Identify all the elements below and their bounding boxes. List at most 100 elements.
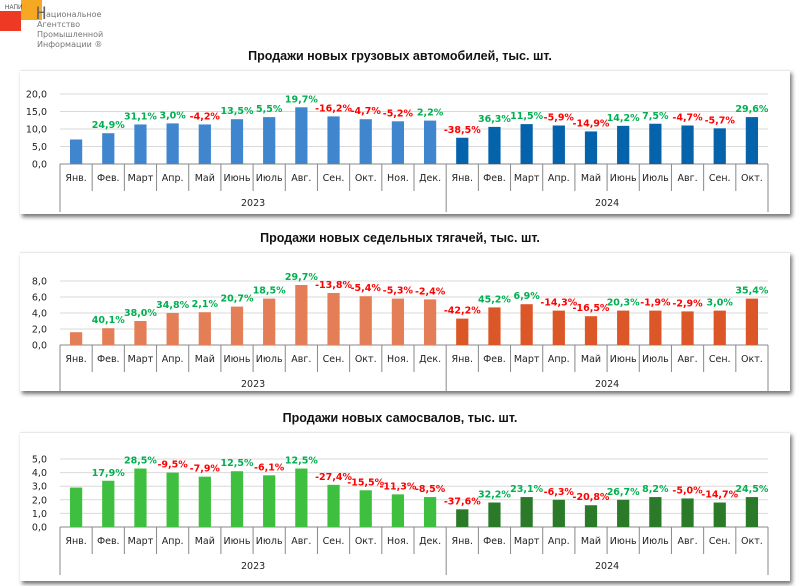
logo-name-line: Информации ®	[37, 40, 103, 49]
data-label: 12,5%	[221, 458, 254, 469]
data-label: -15,5%	[347, 477, 384, 488]
x-tick-label: Фев.	[483, 536, 506, 547]
x-tick-label: Март	[128, 536, 154, 547]
x-tick-label: Июнь	[224, 173, 251, 184]
x-tick-label: Март	[514, 536, 540, 547]
logo-orange-square	[21, 0, 42, 20]
chart-title-dumptrucks: Продажи новых самосвалов, тыс. шт.	[282, 411, 518, 425]
data-label: -13,8%	[315, 280, 352, 291]
bar	[423, 497, 437, 527]
y-tick-label: 0,0	[32, 341, 47, 352]
x-tick-label: Фев.	[97, 536, 120, 547]
bar	[327, 116, 340, 164]
x-tick-label: Июль	[642, 536, 669, 547]
data-label: -4,2%	[190, 111, 221, 122]
bar	[295, 107, 308, 164]
x-group-label: 2023	[241, 561, 265, 572]
chart-dumptrucks: 0,0 1,0 2,0 3,0 4,0 5,0 Янв. Фев. 17,9% Март 28,5%…	[32, 455, 769, 575]
x-tick-label: Фев.	[483, 354, 506, 365]
data-label: 14,2%	[607, 113, 640, 124]
x-tick-label: Сен.	[323, 536, 345, 547]
x-tick-label: Апр.	[548, 354, 570, 365]
data-label: -14,3%	[540, 298, 577, 309]
data-label: 7,5%	[642, 111, 669, 122]
bar	[681, 311, 694, 345]
logo-name-line: Промышленной	[37, 30, 104, 39]
data-label: -5,0%	[672, 485, 703, 496]
data-label: 36,3%	[478, 114, 511, 125]
y-tick-label: 5,0	[32, 142, 47, 153]
logo-name-line: Агентство	[37, 20, 81, 29]
bar	[102, 133, 115, 164]
y-tick-label: 15,0	[26, 107, 47, 118]
x-tick-label: Дек.	[419, 354, 441, 365]
bar	[584, 131, 598, 164]
bar	[649, 310, 662, 345]
bar	[456, 137, 469, 164]
x-tick-label: Янв.	[65, 354, 86, 365]
bar	[230, 471, 244, 527]
x-tick-label: Май	[581, 173, 601, 184]
data-label: -5,2%	[383, 108, 414, 119]
bar	[745, 298, 759, 345]
chart-title-tractors: Продажи новых седельных тягачей, тыс. шт…	[260, 231, 540, 245]
bar	[456, 318, 469, 345]
data-label: -38,5%	[444, 125, 481, 136]
data-label: -6,1%	[254, 462, 285, 473]
data-label: -14,7%	[701, 490, 738, 501]
data-label: -37,6%	[444, 496, 481, 507]
bar	[617, 310, 630, 345]
data-label: 26,7%	[607, 487, 640, 498]
chart-tractors: 0,0 2,0 4,0 6,0 8,0 Янв. Фев. 40,1% Март 38,0% Апр…	[32, 272, 769, 393]
bar	[520, 124, 533, 164]
data-label: -7,9%	[190, 464, 221, 475]
bar	[166, 123, 179, 164]
bar	[198, 476, 211, 527]
x-tick-label: Март	[128, 173, 154, 184]
chart-title-trucks: Продажи новых грузовых автомобилей, тыс.…	[248, 49, 552, 63]
x-group-label: 2023	[241, 198, 265, 209]
y-tick-label: 1,0	[32, 509, 47, 520]
x-tick-label: Июнь	[610, 173, 637, 184]
x-tick-label: Ноя.	[387, 354, 409, 365]
x-tick-label: Сен.	[323, 173, 345, 184]
x-tick-label: Авг.	[677, 536, 697, 547]
bar	[423, 299, 437, 345]
x-tick-label: Ноя.	[387, 173, 409, 184]
x-group-label: 2024	[595, 561, 619, 572]
chart-trucks: 0,0 5,0 10,0 15,0 20,0 Янв. Фев. 24,9% Март 31,1%…	[26, 90, 769, 212]
data-label: -4,7%	[351, 106, 382, 117]
x-tick-label: Июнь	[224, 354, 251, 365]
bar	[198, 124, 211, 164]
data-label: 19,7%	[285, 94, 318, 105]
x-tick-label: Дек.	[419, 173, 441, 184]
bar	[488, 126, 501, 164]
x-tick-label: Март	[128, 354, 154, 365]
data-label: -9,5%	[157, 460, 188, 471]
bar	[166, 313, 179, 345]
bar	[713, 502, 726, 527]
data-label: 3,0%	[159, 110, 186, 121]
bar	[230, 306, 244, 345]
data-label: -5,3%	[383, 286, 414, 297]
data-label: 12,5%	[285, 456, 318, 467]
data-label: -6,3%	[544, 487, 575, 498]
data-label: -1,9%	[640, 298, 671, 309]
data-label: 29,6%	[735, 104, 768, 115]
y-tick-label: 2,0	[32, 495, 47, 506]
x-group-label: 2023	[241, 379, 265, 390]
bar	[423, 120, 437, 164]
data-label: 5,5%	[256, 104, 283, 115]
data-label: 11,5%	[510, 111, 543, 122]
data-label: 20,3%	[607, 298, 640, 309]
napi-logo: НАПИ Н ациональное Агентство Промышленно…	[0, 0, 140, 60]
x-tick-label: Окт.	[355, 536, 377, 547]
data-label: 24,5%	[735, 484, 768, 495]
x-group-label: 2024	[595, 379, 619, 390]
x-tick-label: Май	[581, 354, 601, 365]
bar	[391, 494, 405, 527]
data-label: -5,7%	[705, 115, 736, 126]
x-tick-label: Янв.	[452, 173, 473, 184]
x-tick-label: Фев.	[483, 173, 506, 184]
bar	[69, 487, 83, 527]
